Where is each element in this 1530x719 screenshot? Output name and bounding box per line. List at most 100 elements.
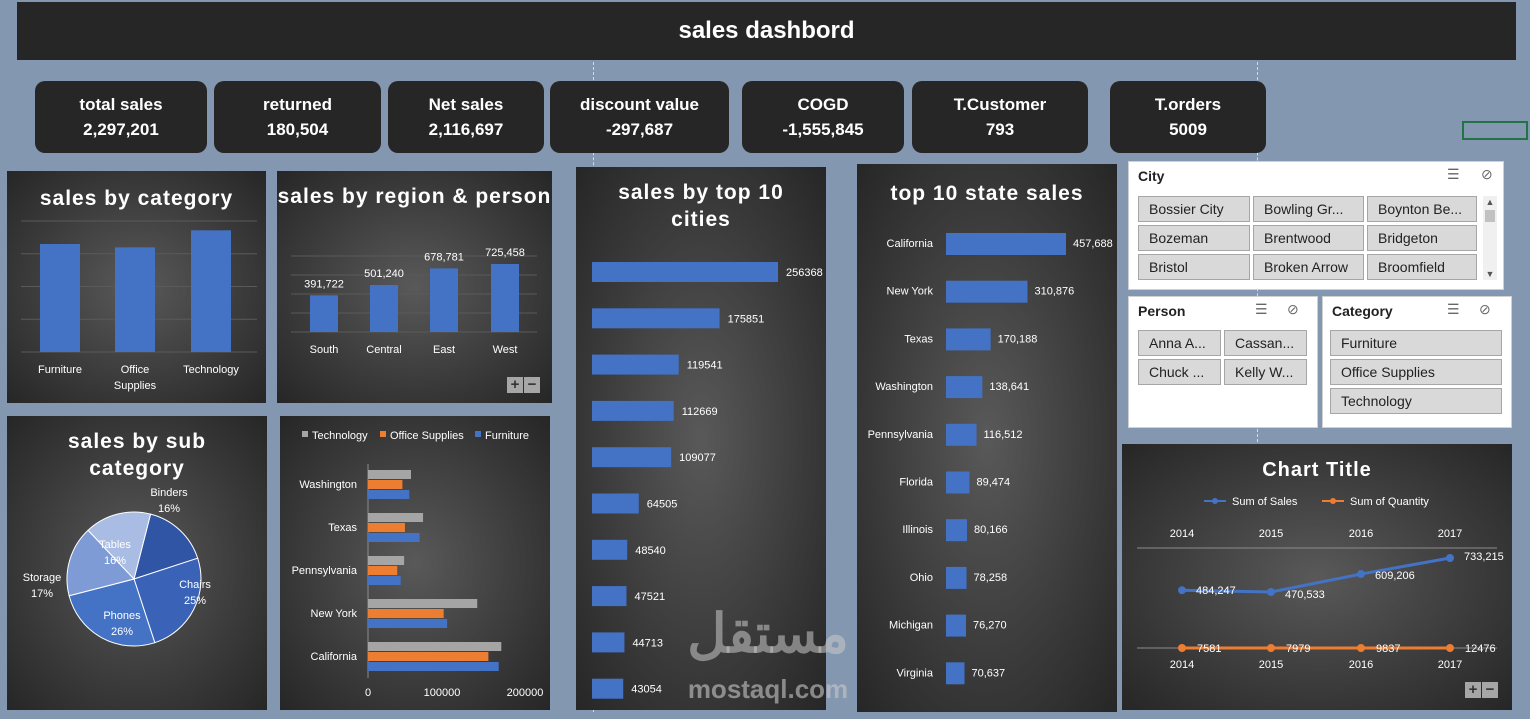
tick-label: Washington [875, 381, 933, 393]
collapse-button[interactable]: − [1482, 682, 1498, 698]
bar [592, 262, 778, 282]
multi-select-icon[interactable]: ☰ [1447, 166, 1460, 182]
bar [115, 247, 155, 352]
chart-sales-by-region[interactable]: sales by region & person 391,722 South 501… [277, 171, 552, 403]
data-point [1357, 644, 1365, 652]
bar [191, 230, 231, 352]
slicer-item[interactable]: Kelly W... [1224, 359, 1307, 385]
state-category-bar-chart: Technology Office Supplies Furniture Washin… [292, 430, 544, 699]
bar [310, 295, 338, 332]
chart-state-by-category[interactable]: Technology Office Supplies Furniture Washin… [280, 416, 550, 710]
collapse-button[interactable]: − [524, 377, 540, 393]
data-label: 609,206 [1375, 570, 1415, 582]
data-label: 89,474 [976, 477, 1010, 489]
expand-button[interactable]: + [1465, 682, 1481, 698]
slicer-item[interactable]: Furniture [1330, 330, 1502, 356]
slicer-item[interactable]: Technology [1330, 388, 1502, 414]
chart-title: sales by region & person [277, 185, 552, 208]
scroll-thumb[interactable] [1485, 210, 1495, 222]
kpi-value: 5009 [1169, 120, 1207, 139]
data-label: 484,247 [1196, 585, 1236, 597]
tick-label: Illinois [902, 524, 933, 536]
data-point [1357, 570, 1365, 579]
chart-top-10-states[interactable]: top 10 state sales California 457,688 New … [857, 164, 1117, 712]
chart-top-10-cities[interactable]: sales by top 10 cities 256368 175851 11954… [576, 167, 826, 710]
data-label: 7581 [1197, 643, 1221, 655]
slicer-header: Person [1138, 303, 1186, 319]
clear-filter-icon[interactable]: ⊘ [1481, 166, 1493, 182]
pie-slice [68, 578, 156, 647]
bar [946, 423, 977, 446]
slicer-item[interactable]: Bridgeton [1367, 225, 1477, 251]
data-label: 64505 [647, 499, 678, 511]
scroll-down-icon[interactable]: ▼ [1485, 269, 1495, 279]
slice-label: Storage [23, 572, 62, 584]
kpi-label: COGD [797, 95, 849, 114]
data-label: 80,166 [974, 524, 1008, 536]
bar [946, 233, 1066, 255]
bar [491, 264, 519, 332]
multi-select-icon[interactable]: ☰ [1255, 301, 1268, 317]
data-point [1178, 586, 1186, 595]
bar [946, 614, 966, 637]
slicer-item[interactable]: Broomfield [1367, 254, 1477, 280]
slicer-item[interactable]: Bossier City [1138, 196, 1250, 222]
watermark-arabic: مستقل [687, 604, 849, 664]
multi-select-icon[interactable]: ☰ [1447, 301, 1460, 317]
data-label: 70,637 [972, 667, 1006, 679]
expand-button[interactable]: + [507, 377, 523, 393]
slicer-item[interactable]: Bristol [1138, 254, 1250, 280]
slicer-item[interactable]: Anna A... [1138, 330, 1221, 356]
slice-percent: 16% [104, 555, 126, 567]
tick-label: 200000 [507, 687, 544, 699]
tick-label: California [311, 651, 358, 663]
slicer-item[interactable]: Brentwood [1253, 225, 1364, 251]
tick-label: South [310, 344, 339, 356]
slicer-item[interactable]: Office Supplies [1330, 359, 1502, 385]
bar [368, 480, 403, 489]
chart-sales-by-category[interactable]: sales by category Furniture Office Supplie… [7, 171, 266, 403]
tick-label: New York [311, 608, 358, 620]
kpi-cogd: COGD -1,555,845 [742, 81, 904, 153]
bar [368, 523, 405, 532]
bar [946, 471, 970, 494]
kpi-label: discount value [579, 95, 700, 114]
slicer-item[interactable]: Cassan... [1224, 330, 1307, 356]
bar [368, 533, 420, 542]
slicer-person[interactable]: Person ☰ ⊘ Anna A... Cassan... Chuck ...… [1128, 296, 1318, 428]
bar [430, 268, 458, 332]
chart-sales-by-subcategory[interactable]: sales by sub category Binders 16% Chairs 25… [7, 416, 267, 710]
clear-filter-icon[interactable]: ⊘ [1479, 301, 1491, 317]
selected-cell[interactable] [1462, 121, 1528, 140]
legend-swatch [380, 431, 386, 437]
kpi-value: 2,297,201 [83, 120, 159, 139]
dashboard-title-text: sales dashbord [678, 17, 855, 44]
slicer-item[interactable]: Chuck ... [1138, 359, 1221, 385]
bar [370, 285, 398, 332]
slicer-category[interactable]: Category ☰ ⊘ Furniture Office Supplies T… [1322, 296, 1512, 428]
slicer-scrollbar[interactable]: ▲ ▼ [1483, 196, 1497, 280]
chart-sales-trend[interactable]: Chart Title Sum of Sales Sum of Quantity 2… [1122, 444, 1512, 710]
tick-label: 2014 [1170, 659, 1194, 671]
slice-percent: 17% [31, 588, 53, 600]
bar [368, 609, 444, 618]
data-label: 170,188 [998, 333, 1038, 345]
tick-label: 100000 [424, 687, 461, 699]
bar [946, 376, 983, 399]
scroll-up-icon[interactable]: ▲ [1485, 197, 1495, 207]
clear-filter-icon[interactable]: ⊘ [1287, 301, 1299, 317]
data-label: 119541 [687, 360, 723, 372]
bar [368, 556, 405, 565]
slicer-item[interactable]: Broken Arrow [1253, 254, 1364, 280]
slicer-item[interactable]: Bowling Gr... [1253, 196, 1364, 222]
slicer-item[interactable]: Bozeman [1138, 225, 1250, 251]
legend-swatch [302, 431, 308, 437]
slice-label: Phones [103, 610, 141, 622]
slicer-item[interactable]: Boynton Be... [1367, 196, 1477, 222]
slicer-header: Category [1332, 303, 1393, 319]
tick-label: Central [366, 344, 401, 356]
slicer-city[interactable]: City ☰ ⊘ Bossier City Bowling Gr... Boyn… [1128, 161, 1504, 290]
pie-slice [133, 557, 202, 644]
bar [592, 400, 674, 421]
bar [592, 308, 720, 329]
